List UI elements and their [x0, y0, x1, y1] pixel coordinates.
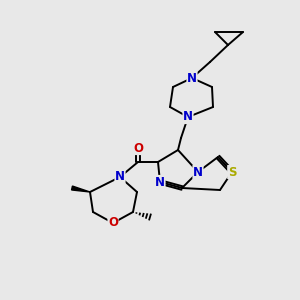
- Text: N: N: [183, 110, 193, 124]
- Text: N: N: [115, 170, 125, 184]
- Polygon shape: [72, 186, 90, 192]
- Text: N: N: [187, 71, 197, 85]
- Text: N: N: [155, 176, 165, 188]
- Text: O: O: [108, 217, 118, 230]
- Text: O: O: [133, 142, 143, 154]
- Text: S: S: [228, 166, 236, 178]
- Text: N: N: [193, 166, 203, 178]
